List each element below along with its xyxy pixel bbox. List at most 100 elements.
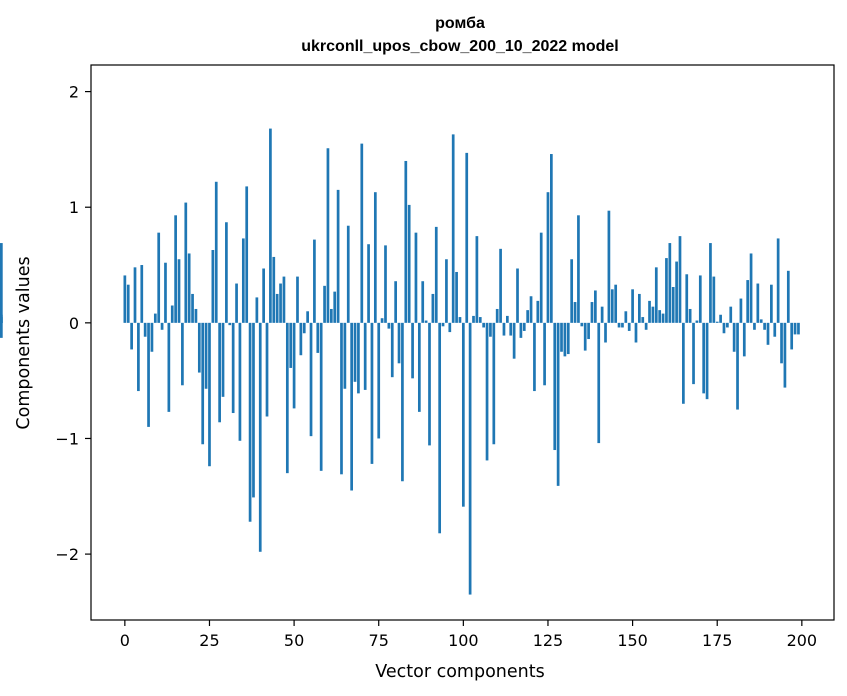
- bar-112: [502, 322, 506, 336]
- bar-15: [174, 215, 177, 323]
- x-tick-label: 200: [787, 631, 818, 650]
- bar-172: [705, 322, 709, 400]
- x-tick-label: 0: [120, 631, 130, 650]
- bar-99: [458, 317, 462, 323]
- bar-3: [133, 267, 137, 323]
- bar-88: [421, 281, 425, 323]
- bar-9: [153, 313, 157, 323]
- bar-40: [258, 322, 262, 552]
- bar-58: [319, 322, 323, 471]
- bar-93: [438, 322, 442, 534]
- bar-81: [397, 322, 401, 364]
- bar-196: [786, 270, 790, 323]
- bar-90: [428, 322, 431, 446]
- x-tick-label: 50: [284, 631, 304, 650]
- bar-178: [726, 322, 729, 328]
- bar-84: [407, 204, 411, 323]
- bar-169: [695, 320, 699, 323]
- bar-170: [698, 275, 702, 323]
- bar-158: [658, 310, 662, 323]
- bar-1: [126, 284, 130, 323]
- bar-189: [763, 322, 766, 330]
- bar-72: [367, 244, 370, 323]
- bar-153: [641, 317, 645, 323]
- bar-195: [783, 322, 787, 388]
- y-tick-label: −2: [55, 545, 79, 564]
- bar-80: [394, 281, 397, 323]
- bar-136: [583, 322, 587, 351]
- bar-185: [749, 253, 753, 323]
- bar-20: [191, 293, 194, 323]
- bar-54: [306, 311, 309, 323]
- bars-group: [0, 128, 800, 595]
- bar-104: [475, 236, 479, 323]
- bar-63: [336, 189, 340, 323]
- y-tick-label: 1: [69, 198, 79, 217]
- bar-5: [140, 265, 144, 323]
- bar-156: [651, 306, 655, 323]
- bar-59: [323, 285, 326, 323]
- y-tick-label: −1: [55, 429, 79, 448]
- bar-160: [665, 258, 668, 323]
- bar-125: [546, 192, 550, 323]
- bar-71: [363, 322, 367, 390]
- bar-147: [621, 322, 624, 328]
- bar-142: [604, 322, 607, 343]
- bar-171: [702, 322, 706, 394]
- bar-76: [380, 318, 384, 323]
- bar-152: [638, 293, 641, 323]
- bar-8: [150, 322, 154, 352]
- bar-31: [228, 322, 232, 326]
- bar-174: [712, 276, 716, 323]
- bar-undefined: [0, 317, 3, 323]
- x-tick-label: 75: [369, 631, 389, 650]
- bar-182: [739, 298, 743, 323]
- bar-116: [516, 268, 519, 323]
- bar-68: [353, 322, 357, 382]
- bar-46: [279, 283, 282, 323]
- bar-198: [793, 322, 797, 335]
- bar-18: [184, 202, 188, 323]
- bar-77: [384, 245, 387, 323]
- bar-127: [553, 322, 557, 451]
- bar-117: [519, 322, 523, 338]
- bar-85: [411, 322, 414, 379]
- bar-199: [797, 322, 800, 335]
- bar-73: [370, 322, 374, 464]
- y-axis-label: Components values: [14, 256, 34, 429]
- bar-145: [614, 284, 618, 323]
- bar-undefined: [0, 322, 3, 338]
- bar-96: [448, 322, 452, 333]
- bar-4: [137, 322, 140, 392]
- bar-107: [485, 322, 489, 461]
- bar-65: [343, 322, 347, 389]
- bar-157: [654, 267, 658, 323]
- bar-92: [434, 226, 438, 323]
- y-tick-label: 2: [69, 83, 79, 102]
- bar-74: [373, 192, 377, 323]
- bar-66: [346, 225, 350, 323]
- bar-30: [225, 222, 228, 323]
- bar-193: [776, 238, 780, 323]
- bar-6: [143, 322, 147, 337]
- bar-165: [682, 322, 685, 404]
- bar-140: [597, 322, 601, 444]
- bar-144: [610, 289, 614, 323]
- bar-94: [441, 322, 445, 327]
- bar-91: [431, 293, 435, 323]
- bar-28: [218, 322, 221, 423]
- bar-164: [678, 236, 682, 323]
- bar-118: [522, 322, 526, 331]
- bar-83: [404, 160, 408, 323]
- bar-42: [265, 322, 269, 417]
- bar-111: [499, 248, 502, 323]
- bar-22: [197, 322, 201, 373]
- bar-106: [482, 322, 486, 328]
- bar-0: [123, 275, 127, 323]
- bar-7: [147, 322, 150, 427]
- bar-167: [688, 308, 692, 323]
- bar-105: [478, 317, 482, 323]
- bar-132: [570, 259, 574, 323]
- bar-102: [468, 322, 472, 595]
- bar-143: [607, 210, 611, 323]
